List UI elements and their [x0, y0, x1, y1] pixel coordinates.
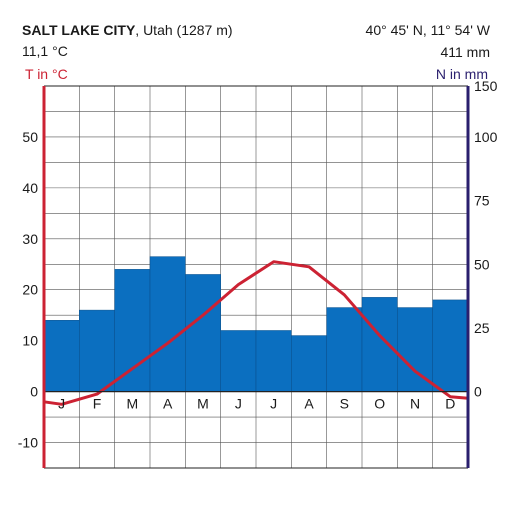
temperature-line: [43, 260, 469, 406]
grid: [44, 86, 468, 468]
month-label: D: [445, 396, 455, 412]
month-label: J: [58, 396, 65, 412]
precip-bar: [114, 269, 151, 392]
left-axis-title: T in °C: [25, 66, 68, 82]
precip-bar: [291, 335, 327, 392]
right-axis-title: N in mm: [436, 66, 488, 82]
temperature-series-line: [43, 260, 469, 406]
month-label: O: [374, 396, 385, 412]
precip-bar: [79, 309, 115, 392]
temperature-tick-label: -10: [18, 435, 38, 451]
temperature-tick-label: 40: [22, 180, 38, 196]
precipitation-tick-label: 50: [474, 256, 490, 272]
precipitation-bars: [43, 256, 469, 392]
precip-bar: [149, 256, 186, 392]
temperature-tick-label: 30: [22, 231, 38, 247]
precip-bar: [255, 330, 292, 392]
precipitation-tick-label: 25: [474, 320, 490, 336]
temperature-tick-label: 50: [22, 129, 38, 145]
month-label: A: [163, 396, 173, 412]
precipitation-tick-labels: 0 25 50 75 100 150: [474, 78, 498, 400]
precip-bar: [397, 307, 433, 392]
month-label: F: [93, 396, 102, 412]
temperature-tick-labels: -10 0 10 20 30 40 50: [18, 129, 38, 451]
precip-bar: [432, 299, 469, 392]
month-label: J: [235, 396, 242, 412]
temperature-tick-label: 0: [30, 384, 38, 400]
month-label: N: [410, 396, 420, 412]
month-label: J: [270, 396, 277, 412]
precipitation-tick-label: 0: [474, 384, 482, 400]
precipitation-tick-label: 75: [474, 193, 490, 209]
precip-bar: [361, 297, 398, 392]
precip-bar: [220, 330, 257, 392]
mean-temperature: 11,1 °C: [22, 43, 68, 59]
precipitation-tick-label: 150: [474, 78, 498, 94]
precipitation-tick-label: 100: [474, 129, 498, 145]
precip-bar: [43, 320, 80, 392]
month-label: M: [197, 396, 209, 412]
month-label: S: [340, 396, 349, 412]
precip-bar: [326, 307, 363, 392]
annual-precipitation: 411 mm: [440, 44, 490, 60]
precip-bar: [185, 274, 221, 392]
month-label: M: [126, 396, 138, 412]
temperature-tick-label: 10: [22, 333, 38, 349]
temperature-tick-label: 20: [22, 282, 38, 298]
month-label: A: [304, 396, 314, 412]
coordinates: 40° 45' N, 11° 54' W: [366, 22, 491, 38]
axes: [42, 85, 470, 469]
chart-title: SALT LAKE CITY, Utah (1287 m): [22, 22, 233, 38]
